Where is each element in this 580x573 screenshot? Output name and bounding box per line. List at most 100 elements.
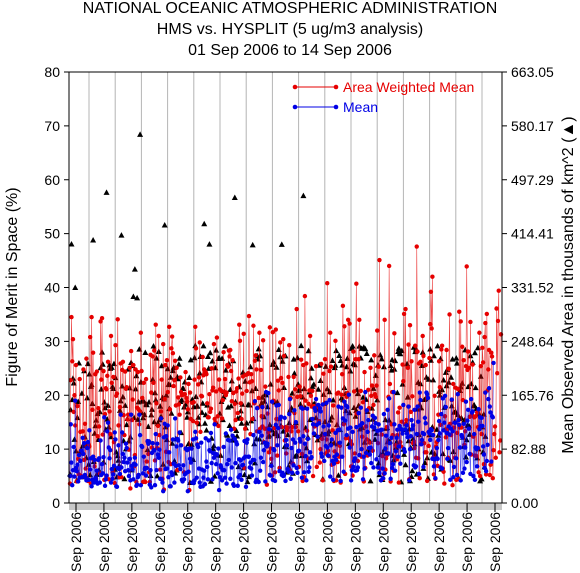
mean-point: [234, 442, 240, 447]
mean-point: [144, 465, 149, 471]
x-tick-label: Sep 2006: [375, 512, 391, 572]
area-weighted-mean-point: [460, 344, 465, 349]
mean-point: [140, 444, 145, 450]
mean-point: [72, 474, 77, 479]
left-y-tick-label: 80: [44, 64, 60, 80]
observed-area-marker: [336, 352, 343, 358]
area-weighted-mean-point: [447, 312, 452, 317]
mean-point: [120, 451, 126, 457]
mean-point: [410, 423, 416, 428]
observed-area-marker: [398, 347, 405, 354]
area-weighted-mean-point: [314, 464, 320, 470]
mean-point: [311, 431, 317, 436]
observed-area-marker: [257, 352, 264, 359]
mean-point: [74, 469, 79, 474]
area-weighted-mean-point: [115, 317, 120, 322]
area-weighted-mean-point: [236, 376, 241, 381]
area-weighted-mean-point: [281, 353, 287, 359]
area-weighted-mean-point: [75, 403, 80, 409]
area-weighted-mean-point: [237, 322, 242, 327]
mean-point: [275, 425, 281, 431]
area-weighted-mean-point: [128, 348, 134, 354]
area-weighted-mean-point: [237, 338, 243, 344]
mean-point: [383, 446, 388, 451]
area-weighted-mean-point: [184, 395, 189, 401]
mean-point: [213, 462, 219, 467]
area-weighted-mean-point: [267, 325, 273, 330]
observed-area-marker: [201, 420, 208, 426]
mean-point: [125, 467, 131, 473]
mean-point: [186, 469, 191, 474]
mean-point: [341, 469, 346, 474]
observed-area-marker: [130, 293, 137, 300]
right-y-axis: 0.00 82.88 165.76 248.64 331.52 414.41 497.29 5…: [502, 64, 554, 511]
mean-point: [75, 462, 80, 467]
mean-point: [371, 465, 376, 470]
mean-point: [216, 446, 221, 451]
mean-point: [324, 400, 329, 405]
area-weighted-mean-point: [432, 393, 437, 398]
area-weighted-mean-point: [140, 395, 145, 401]
area-weighted-mean-point: [489, 350, 494, 355]
area-weighted-mean-point: [114, 391, 120, 396]
mean-point: [292, 440, 298, 445]
area-weighted-mean-point: [498, 332, 504, 337]
mean-point: [161, 488, 166, 494]
area-weighted-mean-point: [244, 388, 249, 394]
area-weighted-mean-point: [413, 343, 418, 348]
mean-point: [272, 478, 278, 484]
right-y-tick-label: 414.41: [511, 226, 554, 242]
mean-point: [468, 396, 474, 402]
mean-point: [237, 472, 243, 478]
mean-point: [325, 445, 330, 450]
area-weighted-mean-point: [253, 353, 258, 358]
area-weighted-mean-point: [275, 453, 280, 458]
area-weighted-mean-point: [426, 443, 431, 449]
mean-point: [339, 405, 344, 410]
area-weighted-mean-point: [450, 483, 455, 488]
area-weighted-mean-point: [298, 394, 303, 399]
mean-point: [329, 437, 334, 442]
mean-point: [114, 484, 120, 490]
mean-point: [381, 411, 387, 417]
mean-point: [291, 463, 296, 468]
mean-point: [160, 480, 165, 485]
area-weighted-mean-point: [238, 401, 243, 406]
area-weighted-mean-point: [143, 376, 149, 382]
mean-point: [172, 416, 178, 421]
observed-area-marker: [275, 346, 282, 352]
mean-point: [385, 407, 390, 412]
area-weighted-mean-point: [154, 401, 159, 406]
area-weighted-mean-point: [80, 429, 85, 434]
mean-point: [372, 415, 378, 421]
observed-area-marker: [314, 436, 321, 443]
area-weighted-mean-point: [483, 472, 489, 477]
x-tick-label: Sep 2006: [319, 512, 335, 572]
mean-point: [489, 459, 494, 464]
observed-area-marker: [213, 347, 220, 353]
mean-point: [368, 445, 373, 450]
mean-point: [108, 480, 114, 485]
mean-point: [260, 404, 265, 410]
mean-point: [163, 433, 169, 439]
mean-point: [153, 431, 158, 437]
legend-marker-area-weighted: [292, 84, 298, 90]
area-weighted-mean-point: [174, 365, 179, 370]
observed-area-marker: [150, 342, 157, 349]
series-layer: [67, 131, 504, 494]
area-weighted-mean-point: [125, 417, 130, 422]
area-weighted-mean-point: [442, 481, 447, 486]
observed-area-marker: [472, 384, 479, 391]
mean-point: [419, 437, 425, 443]
area-weighted-mean-point: [330, 428, 335, 433]
observed-area-marker: [207, 349, 214, 356]
mean-point: [391, 389, 396, 395]
mean-point: [166, 450, 172, 455]
area-weighted-mean-point: [369, 393, 374, 398]
area-weighted-mean-point: [275, 378, 281, 383]
observed-area-marker: [405, 437, 412, 444]
observed-area-marker: [142, 349, 149, 355]
mean-point: [189, 446, 194, 451]
area-weighted-mean-point: [159, 377, 164, 382]
area-weighted-mean-point: [400, 362, 405, 367]
